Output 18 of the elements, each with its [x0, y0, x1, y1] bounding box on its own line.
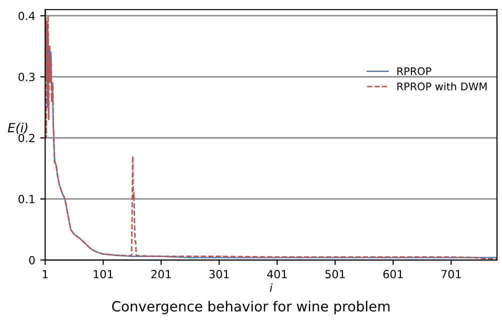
x-tick-label: 401	[267, 270, 287, 278]
x-tick-label: 201	[151, 270, 171, 278]
text: Convergence behavior for wine problem	[112, 300, 390, 314]
x-tick-label: 1	[42, 270, 48, 278]
x-tick-label: 601	[383, 270, 403, 278]
x-tick-label: 501	[325, 270, 345, 278]
x-tick-label: 101	[94, 270, 113, 278]
x-tick-label: 701	[441, 270, 461, 278]
legend-label: RPROP with DWM	[397, 82, 487, 90]
y-tick-label: 0.4	[18, 12, 35, 20]
y-tick-label: 0.2	[18, 134, 34, 142]
x-tick-label: 301	[209, 270, 229, 278]
y-tick-label: 0	[29, 256, 35, 264]
y-tick-label: 0.1	[18, 194, 34, 204]
y-tick-label: 0.3	[18, 72, 35, 82]
y-axis-title: E(i)	[8, 122, 28, 134]
legend-label: RPROP	[397, 67, 432, 76]
x-axis-title: i	[270, 283, 273, 292]
